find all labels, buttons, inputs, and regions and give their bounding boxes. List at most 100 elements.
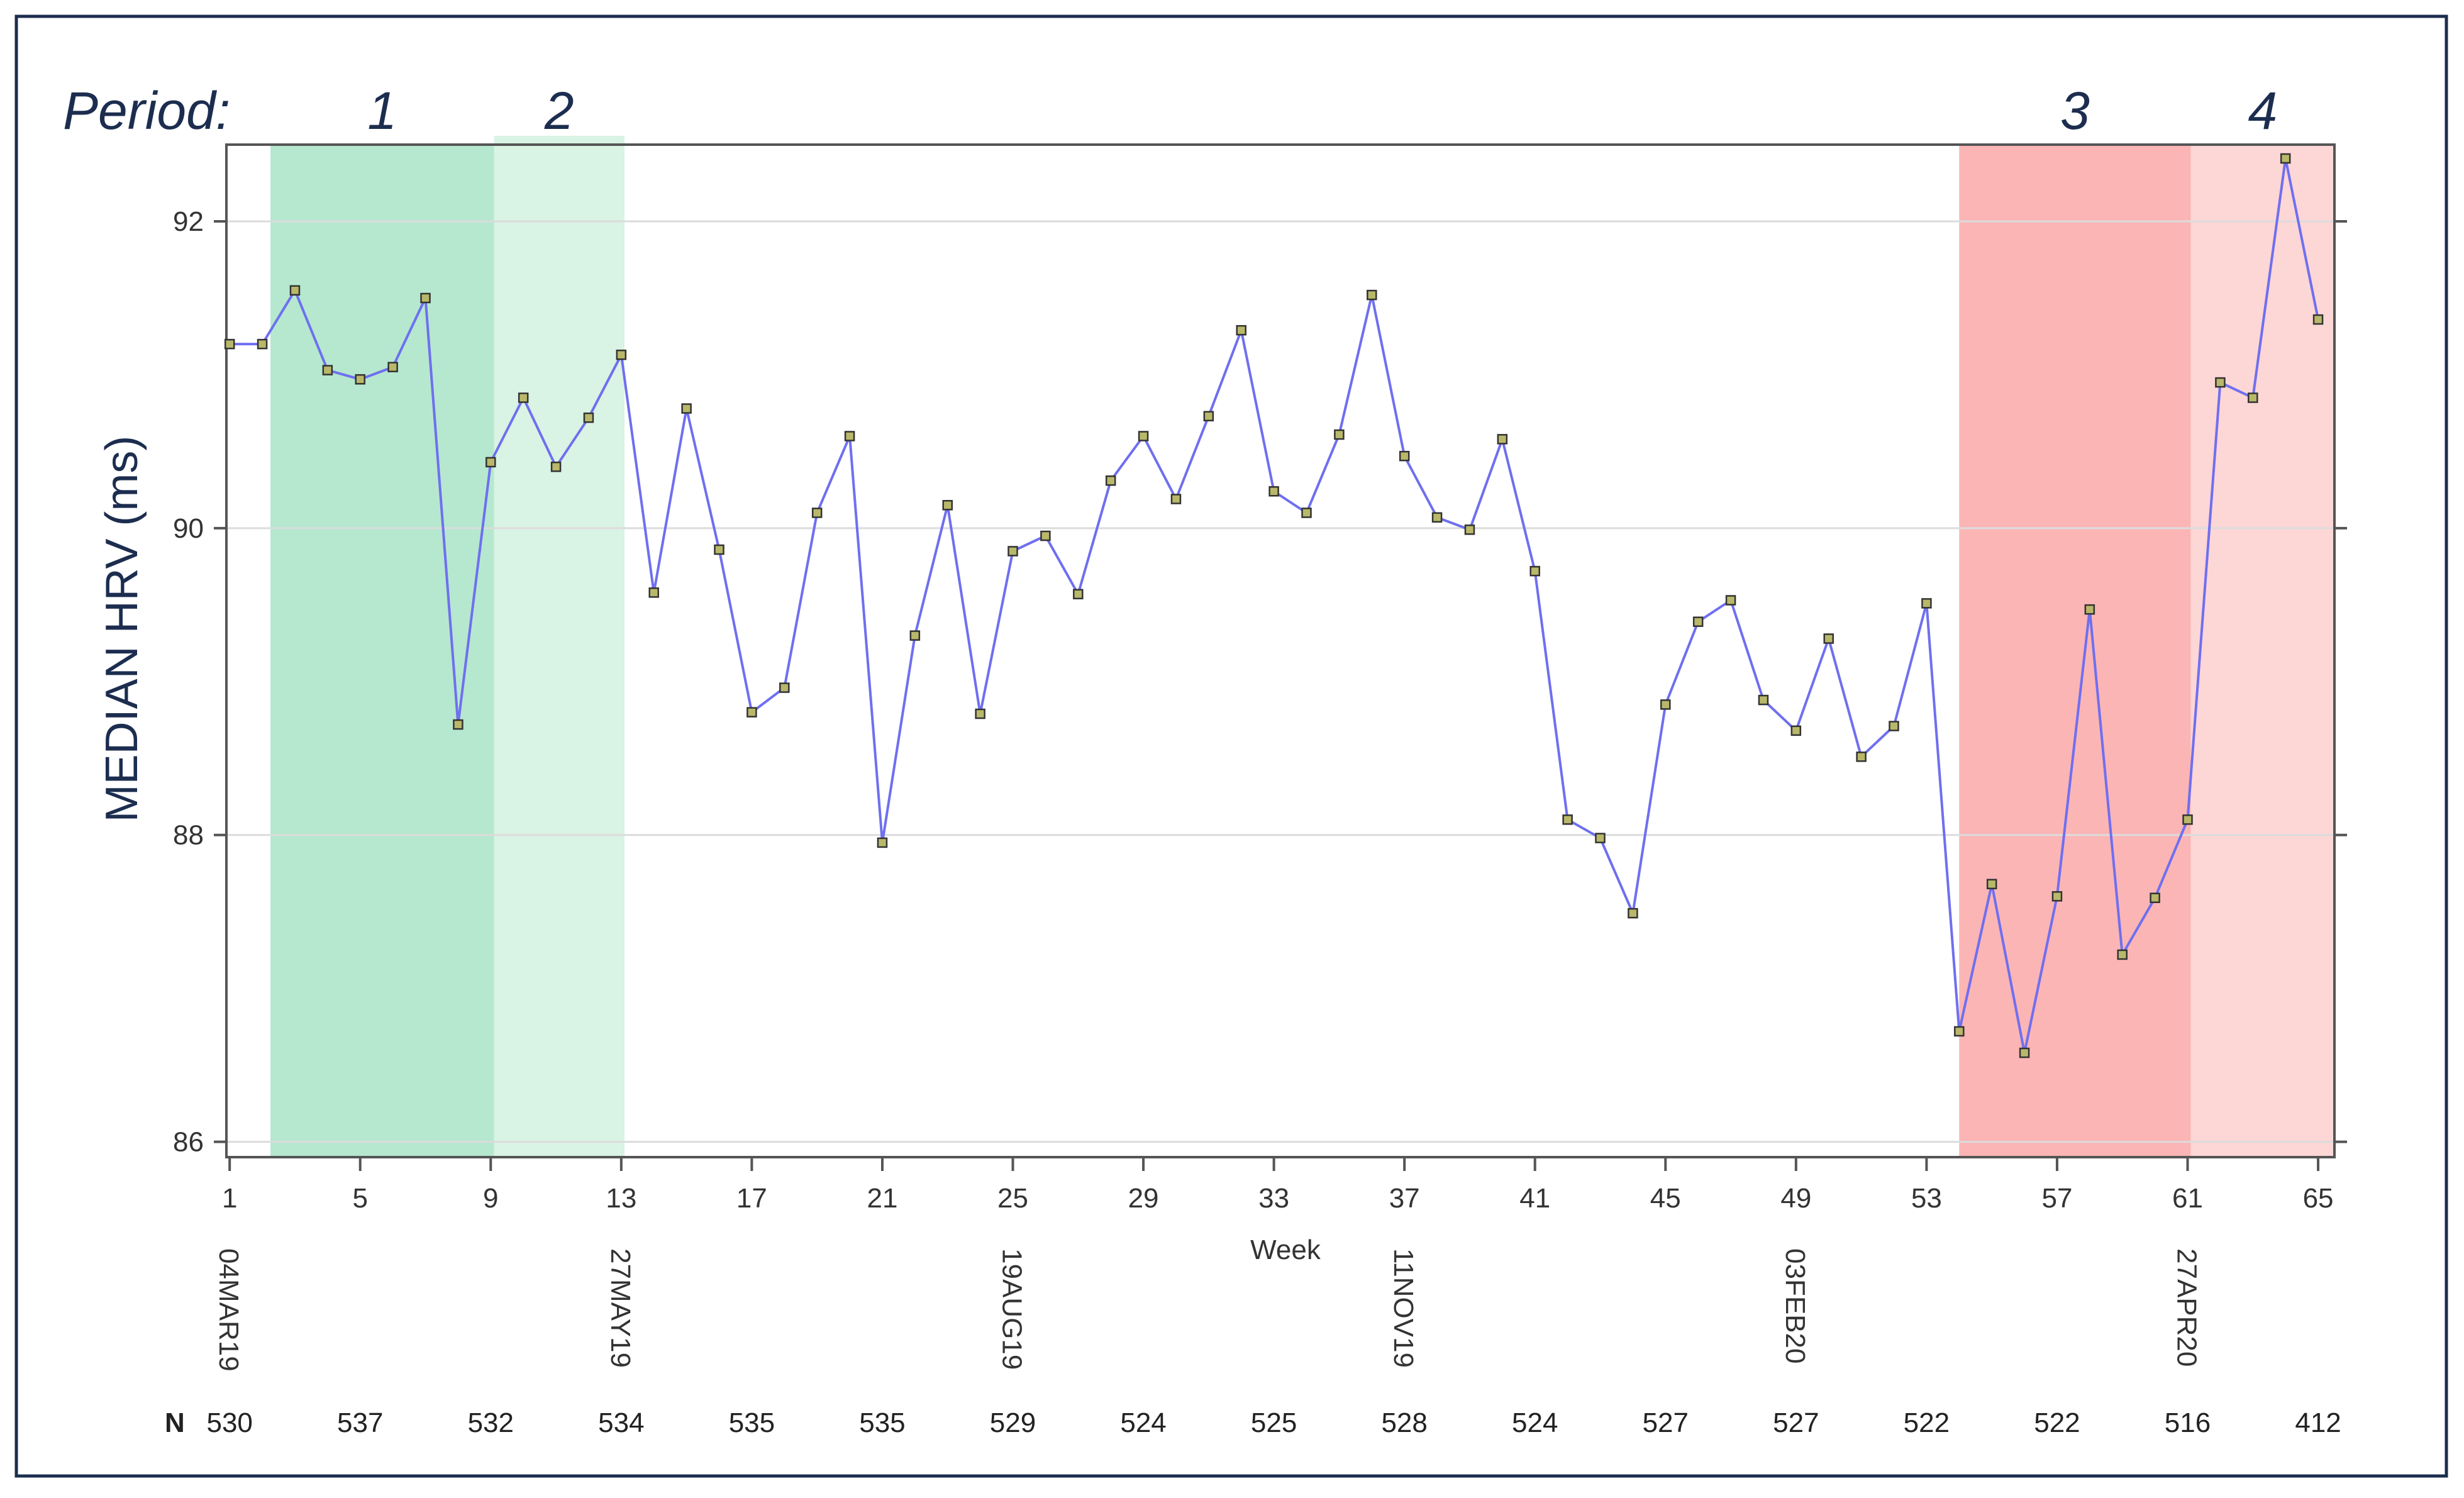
period-label-4: 4 — [2248, 81, 2277, 140]
date-label: 11NOV19 — [1388, 1248, 1419, 1368]
period-label-3: 3 — [2060, 81, 2090, 140]
n-count: 516 — [2165, 1407, 2211, 1438]
data-point — [648, 587, 659, 598]
data-point — [550, 462, 562, 472]
n-count: 532 — [468, 1407, 514, 1438]
data-point — [1464, 524, 1475, 535]
data-point — [289, 285, 301, 296]
data-point — [2312, 314, 2324, 325]
x-tick-label: 1 — [222, 1183, 237, 1214]
data-point — [681, 403, 692, 414]
series-markers — [224, 153, 2324, 1058]
data-point — [844, 431, 855, 441]
x-tick-label: 61 — [2172, 1183, 2203, 1214]
periods-title: Period: — [63, 81, 230, 140]
data-point — [518, 392, 529, 403]
data-point — [1040, 530, 1051, 541]
period-label-2: 2 — [544, 81, 574, 140]
x-tick-label: 57 — [2041, 1183, 2072, 1214]
data-point — [942, 500, 953, 511]
data-point — [975, 708, 985, 719]
data-point — [909, 630, 921, 641]
data-point — [1138, 431, 1149, 441]
data-point — [811, 508, 823, 518]
data-point — [714, 544, 724, 555]
x-axis-label: Week — [1250, 1234, 1321, 1265]
y-tick-label: 90 — [173, 513, 204, 544]
date-label: 04MAR19 — [213, 1248, 244, 1372]
data-point — [2084, 604, 2095, 615]
data-point — [486, 457, 496, 468]
x-tick-label: 49 — [1780, 1183, 1811, 1214]
data-point — [1954, 1026, 1965, 1037]
n-count: 534 — [598, 1407, 644, 1438]
data-point — [2019, 1047, 2030, 1058]
n-count: 524 — [1120, 1407, 1166, 1438]
data-point — [2280, 153, 2291, 164]
n-count: 529 — [990, 1407, 1036, 1438]
data-point — [2051, 891, 2063, 902]
n-count: 537 — [337, 1407, 383, 1438]
data-point — [2117, 949, 2128, 960]
date-label: 27APR20 — [2172, 1248, 2202, 1367]
data-point — [779, 682, 790, 693]
n-count: 412 — [2295, 1407, 2341, 1438]
n-count: 522 — [1904, 1407, 1950, 1438]
n-count-row: N 530 537 532 534 535 535 529 524 525 528 524 527 52… — [165, 1407, 2341, 1438]
data-point — [1431, 512, 1443, 523]
x-tick-label: 41 — [1519, 1183, 1550, 1214]
y-tick-label: 86 — [173, 1127, 204, 1158]
data-point — [2215, 377, 2226, 388]
data-point — [355, 374, 365, 385]
x-tick-label: 53 — [1911, 1183, 1942, 1214]
n-count: 527 — [1643, 1407, 1689, 1438]
data-point — [1790, 725, 1802, 736]
period-label-1: 1 — [367, 81, 397, 140]
period-band-3 — [1959, 146, 2191, 1157]
data-point — [1007, 546, 1018, 557]
data-point — [1497, 434, 1508, 445]
period-band-2 — [494, 136, 625, 1157]
n-count: 535 — [859, 1407, 905, 1438]
x-tick-label: 5 — [353, 1183, 368, 1214]
data-point — [1660, 699, 1671, 710]
y-axis-label: MEDIAN HRV (ms) — [97, 436, 147, 823]
data-point — [1334, 429, 1345, 440]
n-count: 527 — [1773, 1407, 1819, 1438]
x-tick-label: 37 — [1389, 1183, 1420, 1214]
data-point — [1725, 595, 1736, 606]
period-band-1 — [270, 146, 494, 1157]
data-point — [1595, 833, 1606, 843]
data-point — [322, 365, 333, 375]
gridlines — [226, 220, 2334, 1143]
x-axis: 1 5 9 13 17 21 25 29 33 37 41 45 49 53 57 61 65 — [222, 1157, 2334, 1214]
x-tick-label: 9 — [483, 1183, 498, 1214]
data-point — [1301, 508, 1312, 518]
x-tick-label: 33 — [1258, 1183, 1289, 1214]
n-count: 535 — [729, 1407, 775, 1438]
n-count: 522 — [2034, 1407, 2080, 1438]
period-band-4 — [2190, 146, 2334, 1157]
data-point — [2150, 892, 2160, 903]
date-labels: 04MAR19 27MAY19 19AUG19 11NOV19 03FEB20 27APR… — [213, 1248, 2202, 1372]
x-tick-label: 65 — [2303, 1183, 2334, 1214]
data-point — [746, 707, 757, 718]
data-point — [257, 338, 268, 350]
data-point — [1921, 598, 1932, 609]
data-point — [1268, 486, 1279, 497]
data-point — [1986, 879, 1997, 890]
data-point — [1367, 289, 1377, 301]
data-point — [1529, 565, 1540, 577]
data-point — [1073, 589, 1084, 599]
data-point — [224, 338, 235, 350]
x-tick-label: 45 — [1650, 1183, 1681, 1214]
n-count: 525 — [1251, 1407, 1297, 1438]
data-point — [420, 292, 431, 304]
data-point — [1856, 752, 1867, 762]
data-point — [877, 837, 888, 848]
data-point — [616, 349, 627, 360]
data-point — [2182, 814, 2193, 825]
x-tick-label: 17 — [736, 1183, 767, 1214]
data-point — [1562, 814, 1573, 825]
